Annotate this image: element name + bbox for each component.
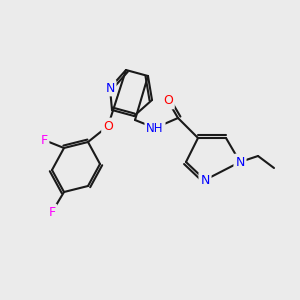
Text: N: N (200, 173, 210, 187)
Text: N: N (235, 155, 245, 169)
Text: F: F (40, 134, 48, 146)
Text: N: N (105, 82, 115, 94)
Text: F: F (48, 206, 56, 218)
Text: NH: NH (146, 122, 164, 134)
Text: O: O (103, 119, 113, 133)
Text: O: O (163, 94, 173, 107)
